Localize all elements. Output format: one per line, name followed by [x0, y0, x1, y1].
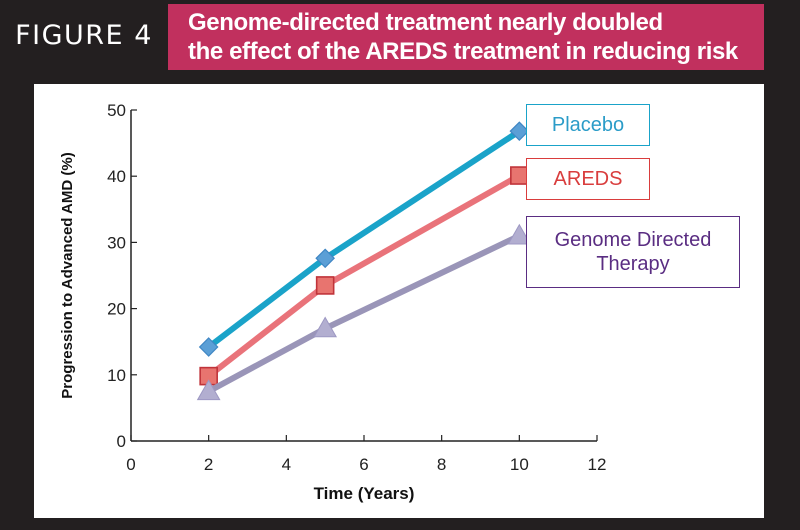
series-line-areds [205, 172, 523, 380]
x-axis-label: Time (Years) [314, 484, 415, 503]
legend-genome-directed-therapy: Genome Directed Therapy [526, 216, 740, 288]
data-point-placebo [509, 121, 530, 142]
data-point-placebo [315, 248, 336, 269]
x-tick-label: 2 [204, 455, 213, 474]
y-tick-label: 10 [107, 366, 126, 385]
x-tick-label: 4 [282, 455, 291, 474]
series-layer [196, 121, 532, 401]
y-tick-label: 0 [117, 432, 126, 451]
data-point-genome-directed-therapy [196, 379, 221, 401]
data-point-areds [315, 276, 335, 295]
y-tick-label: 20 [107, 300, 126, 319]
legend-label-genome-directed-therapy: Genome Directed Therapy [554, 229, 712, 275]
x-tick-label: 10 [510, 455, 529, 474]
chart-panel: 0 2 4 6 8 10 12 0 10 20 30 40 50 Progression to Adva… [34, 84, 764, 518]
series-line-placebo [205, 128, 523, 350]
title-line-1: Genome-directed treatment nearly doubled [188, 9, 663, 36]
legend-label-areds: AREDS [553, 168, 623, 190]
x-tick-label: 0 [126, 455, 135, 474]
legend-placebo: Placebo [526, 104, 650, 146]
title-line-2: the effect of the AREDS treatment in red… [188, 38, 738, 65]
data-point-genome-directed-therapy [313, 316, 338, 338]
legend-label-placebo: Placebo [551, 114, 625, 136]
figure-label: FIGURE 4 [15, 19, 153, 51]
data-point-genome-directed-therapy [507, 223, 532, 245]
axes: 0 2 4 6 8 10 12 0 10 20 30 40 50 [107, 101, 606, 474]
x-tick-label: 6 [359, 455, 368, 474]
y-tick-label: 50 [107, 101, 126, 120]
figure-title: Genome-directed treatment nearly doubled… [168, 4, 764, 70]
y-axis-label: Progression to Advanced AMD (%) [59, 152, 76, 398]
x-tick-label: 12 [588, 455, 607, 474]
y-tick-label: 40 [107, 167, 126, 186]
x-tick-label: 8 [437, 455, 446, 474]
legend-areds: AREDS [526, 158, 650, 200]
line-chart: 0 2 4 6 8 10 12 0 10 20 30 40 50 Progression to Adva… [59, 101, 606, 503]
data-point-placebo [198, 337, 219, 357]
y-tick-label: 30 [107, 233, 126, 252]
